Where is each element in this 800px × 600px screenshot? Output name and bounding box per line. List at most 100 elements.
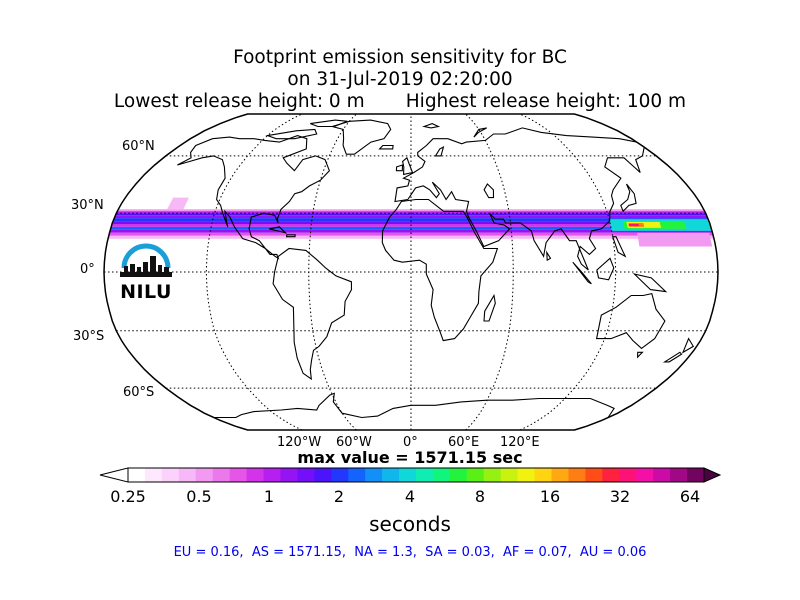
- nilu-logo-icon: [120, 243, 172, 277]
- lon-label-120e: 120°E: [500, 435, 540, 450]
- meridian-line: [519, 114, 617, 430]
- colorbar-swatch: [602, 468, 620, 482]
- colorbar-swatch: [483, 468, 502, 482]
- title-line-2: on 31-Jul-2019 02:20:00: [287, 69, 513, 90]
- colorbar-swatch: [653, 468, 671, 482]
- coastline: [596, 257, 615, 281]
- region-values-summary: EU = 0.16, AS = 1571.15, NA = 1.3, SA = …: [173, 545, 647, 560]
- plume-band: [112, 221, 710, 224]
- colorbar-swatch: [263, 468, 282, 482]
- lat-label-30n: 30°N: [71, 198, 104, 213]
- coastline: [473, 127, 487, 138]
- colorbar-swatch: [500, 468, 519, 482]
- coastline: [434, 146, 445, 157]
- coastline: [422, 123, 441, 129]
- coastline: [330, 119, 392, 155]
- coastline: [681, 337, 695, 354]
- meridian-line: [308, 114, 357, 430]
- map-content: [104, 114, 718, 430]
- colorbar-tick: 8: [474, 487, 486, 506]
- colorbar-swatch: [348, 468, 366, 482]
- colorbar-swatch: [246, 468, 265, 482]
- colorbar-swatch: [636, 468, 654, 482]
- colorbar-swatch: [399, 468, 417, 482]
- coastline: [285, 234, 296, 238]
- meridian-line: [205, 114, 303, 430]
- colorbar-min-extend: [99, 467, 129, 483]
- colorbar-swatch: [585, 468, 603, 482]
- coastline: [213, 392, 615, 419]
- colorbar-swatch: [432, 468, 451, 482]
- map-boundary: [103, 113, 719, 431]
- colorbar-swatch: [128, 468, 146, 482]
- plume-band: [108, 232, 714, 236]
- coastline: [611, 236, 627, 258]
- colorbar-tick: 1: [263, 487, 275, 506]
- coastline: [378, 144, 394, 150]
- coastline: [632, 273, 668, 293]
- coastline: [662, 351, 683, 363]
- colorbar-swatch: [551, 468, 570, 482]
- lon-label-0: 0°: [403, 435, 418, 450]
- plume-spot: [167, 197, 189, 210]
- coastline: [177, 135, 331, 260]
- lon-label-60w: 60°W: [336, 435, 372, 450]
- colorbar-tick: 2: [333, 487, 345, 506]
- coastline: [272, 247, 353, 381]
- colorbar-swatch: [280, 468, 299, 482]
- coastline: [546, 250, 552, 262]
- colorbar-tick: 4: [404, 487, 416, 506]
- coastline: [483, 293, 496, 322]
- nilu-logo-text: NILU: [120, 281, 172, 303]
- colorbar-swatch: [195, 468, 214, 482]
- colorbar-tick: 32: [609, 487, 631, 506]
- title-line-1: Footprint emission sensitivity for BC: [233, 47, 567, 68]
- title-line-3: Lowest release height: 0 m Highest relea…: [113, 91, 687, 112]
- colorbar-swatch: [314, 468, 332, 482]
- colorbar-swatch: [212, 468, 231, 482]
- colorbar-swatch: [568, 468, 587, 482]
- colorbar-swatch: [297, 468, 315, 482]
- graticule: [104, 114, 718, 430]
- colorbar-swatch: [178, 468, 197, 482]
- colorbar-swatch: [687, 468, 705, 482]
- colorbar-tick: 0.5: [186, 487, 212, 506]
- coastline: [268, 226, 288, 234]
- colorbar-swatch: [161, 468, 180, 482]
- colorbar-swatch: [670, 468, 688, 482]
- plume-core: [628, 224, 639, 226]
- lat-label-60s: 60°S: [123, 385, 155, 400]
- plume-tail: [637, 232, 713, 247]
- colorbar-max-extend: [703, 467, 722, 483]
- coastline: [381, 198, 499, 342]
- colorbar-tick: 64: [679, 487, 701, 506]
- colorbar-frame: [127, 467, 705, 483]
- coastline: [265, 128, 318, 140]
- colorbar-swatch: [416, 468, 434, 482]
- colorbar: [99, 467, 722, 483]
- colorbar-tick: 0.25: [110, 487, 146, 506]
- coastline: [483, 183, 495, 199]
- meridian-line: [465, 114, 514, 430]
- max-value-label: max value = 1571.15 sec: [297, 448, 523, 467]
- colorbar-swatch: [449, 468, 468, 482]
- colorbar-swatch: [331, 468, 349, 482]
- colorbar-swatch: [534, 468, 553, 482]
- coastline: [310, 119, 348, 128]
- colorbar-tick: 16: [539, 487, 561, 506]
- lon-label-120w: 120°W: [277, 435, 322, 450]
- colorbar-swatch: [365, 468, 383, 482]
- coastline: [595, 292, 666, 350]
- coastline: [620, 183, 637, 213]
- coastline: [572, 261, 592, 285]
- colorbar-swatch: [619, 468, 637, 482]
- colorbar-swatch: [144, 468, 163, 482]
- lat-label-60n: 60°N: [122, 139, 155, 154]
- colorbar-unit-label: seconds: [369, 512, 451, 536]
- lat-label-equator: 0°: [80, 262, 95, 277]
- coastline: [394, 127, 645, 271]
- continents: [177, 119, 695, 419]
- coastline: [637, 351, 644, 359]
- colorbar-swatch: [517, 468, 536, 482]
